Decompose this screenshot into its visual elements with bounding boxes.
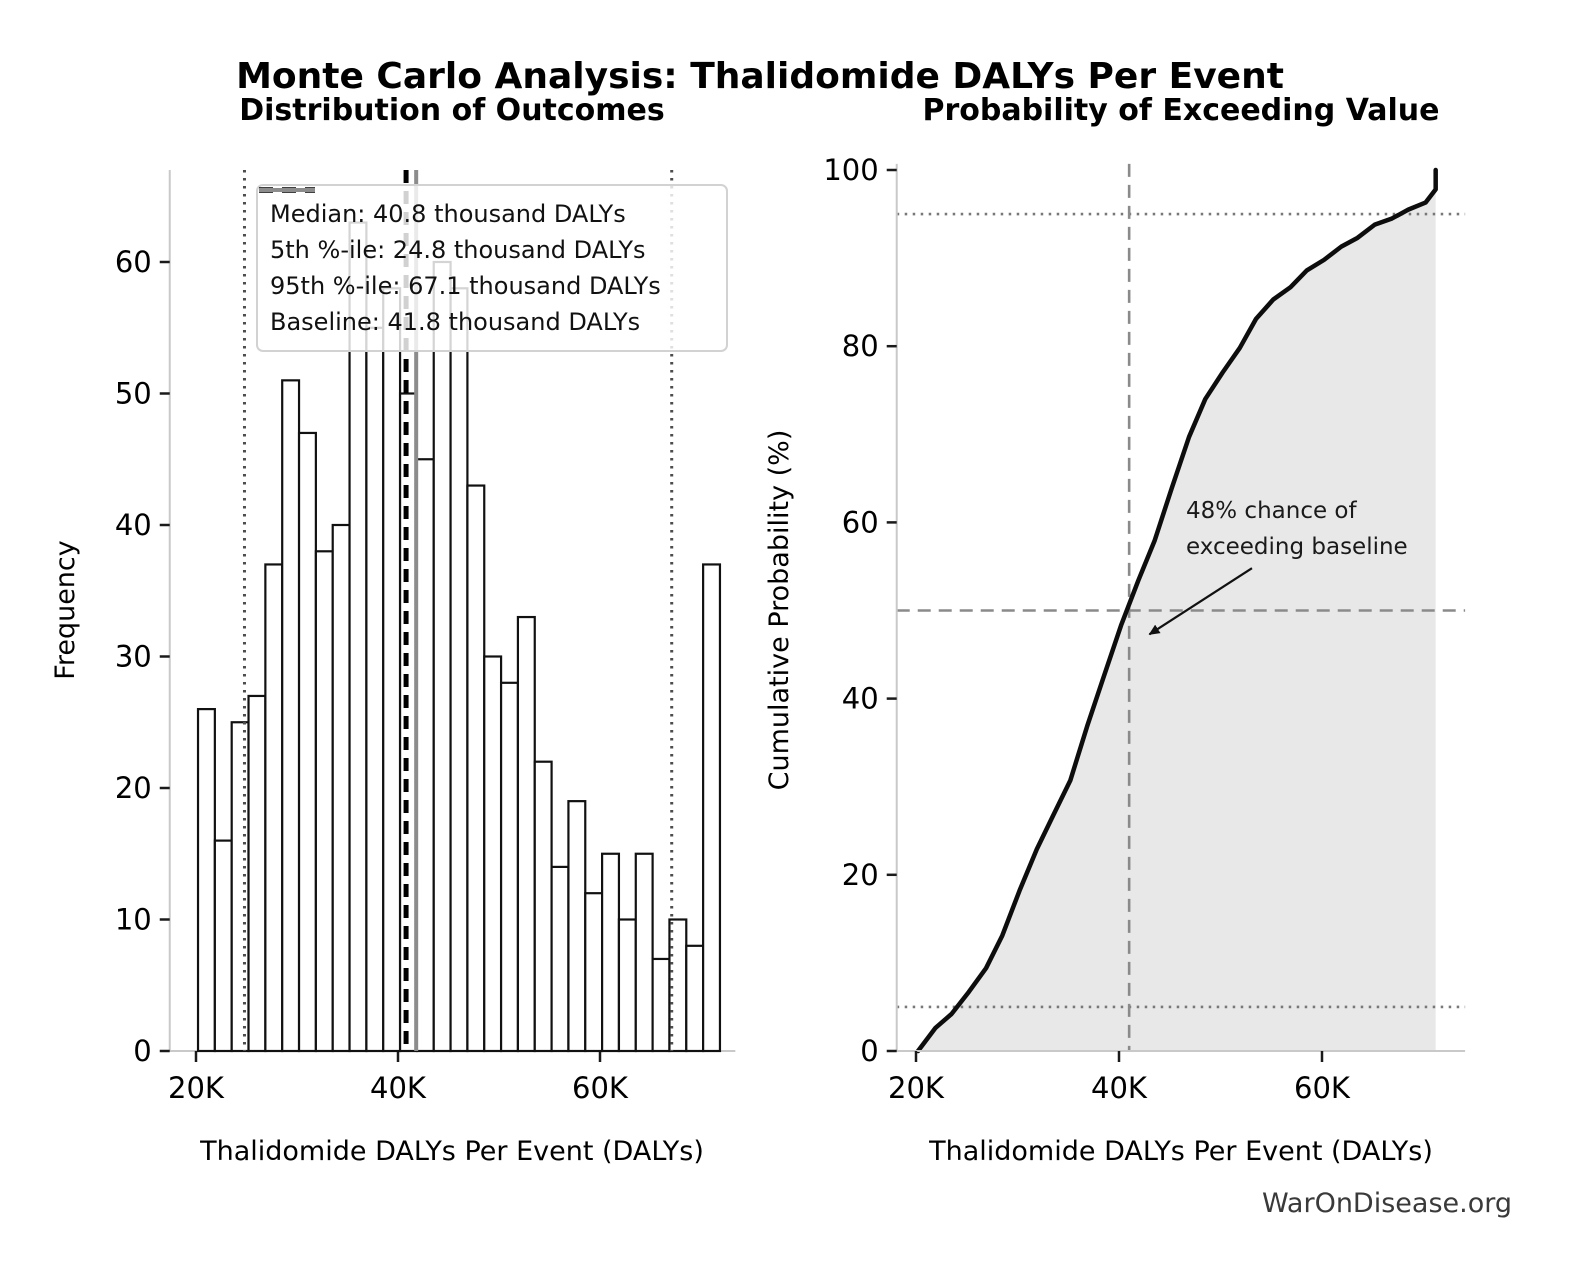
histogram-bar [533,760,553,1053]
histogram-bar [331,523,351,1053]
histogram-bar [365,326,385,1053]
histogram-bar [550,865,570,1053]
histogram-bar [213,839,233,1053]
histogram-bar [314,550,334,1053]
x-tick-label: 40K [1091,1071,1148,1105]
left-xaxis-label: Thalidomide DALYs Per Event (DALYs) [199,1136,704,1167]
histogram-bar [634,852,654,1053]
legend-line-sample [259,188,315,192]
left-plot-title: Distribution of Outcomes [239,93,665,128]
histogram-bar [567,800,587,1053]
main-title: Monte Carlo Analysis: Thalidomide DALYs … [236,56,1284,97]
y-tick-label: 40 [842,682,879,716]
histogram-bar [499,681,520,1053]
y-tick-label: 20 [842,858,879,892]
histogram-bar [449,287,469,1053]
histogram-bar [702,563,722,1053]
histogram-bar [685,944,705,1053]
y-tick-label: 20 [115,771,152,805]
x-tick-label: 20K [888,1071,945,1105]
cdf-plot: 0 20 40 60 80 100 20K 40K 60K 48% chance of exce… [823,153,1466,1105]
annotation-arrow [1148,567,1253,636]
histogram-bar [281,379,301,1053]
y-tick-label: 60 [115,245,152,279]
y-tick-label: 50 [115,377,152,411]
histogram-bar [382,287,402,1053]
legend-entry: Median: 40.8 thousand DALYs [259,187,712,232]
legend-entry: Baseline: 41.8 thousand DALYs [259,188,712,340]
legend-label: Baseline: 41.8 thousand DALYs [270,308,641,336]
watermark: WarOnDisease.org [1262,1188,1512,1219]
legend: Median: 40.8 thousand DALYs 5th %-ile: 24… [256,184,728,352]
legend-label: 5th %-ile: 24.8 thousand DALYs [270,236,646,264]
x-tick-label: 60K [572,1071,629,1105]
y-tick-label: 80 [842,329,879,363]
histogram-bar [432,260,452,1053]
y-tick-label: 0 [860,1034,878,1068]
histogram-bar [601,852,621,1053]
legend-label: Median: 40.8 thousand DALYs [270,200,626,228]
y-tick-label: 0 [133,1034,151,1068]
y-tick-label: 100 [823,153,878,187]
right-xaxis-label: Thalidomide DALYs Per Event (DALYs) [928,1136,1433,1167]
histogram-bar [651,957,671,1053]
histogram-bar [466,484,486,1053]
x-tick-label: 60K [1294,1071,1351,1105]
histogram-bar [617,918,637,1053]
legend-entry: 95th %-ile: 67.1 thousand DALYs [259,188,712,304]
annotation-line-2: exceeding baseline [1186,534,1408,560]
y-tick-label: 30 [115,640,152,674]
histogram-bar [297,431,317,1053]
histogram-bar [196,707,216,1053]
y-tick-label: 10 [115,903,152,937]
histogram-bar [264,563,284,1053]
x-tick-label: 40K [370,1071,427,1105]
y-tick-label: 60 [842,505,879,539]
right-yaxis-label: Cumulative Probability (%) [764,430,795,791]
cdf-curve [915,167,1438,1054]
annotation-line-1: 48% chance of [1186,498,1358,524]
histogram-bar [584,892,604,1053]
histogram-bar [415,458,435,1053]
histogram-bar [230,721,250,1053]
legend-entry: 5th %-ile: 24.8 thousand DALYs [259,188,712,268]
histogram-plot: 0 10 20 30 40 50 60 20K 40K 60K [115,169,736,1105]
y-tick-label: 40 [115,508,152,542]
legend-label: 95th %-ile: 67.1 thousand DALYs [270,272,661,300]
histogram-bar [516,615,536,1053]
left-yaxis-label: Frequency [50,540,81,680]
histogram-bar [247,694,267,1053]
histogram-bar [483,655,503,1053]
right-plot-title: Probability of Exceeding Value [922,93,1439,128]
x-tick-label: 20K [168,1071,225,1105]
